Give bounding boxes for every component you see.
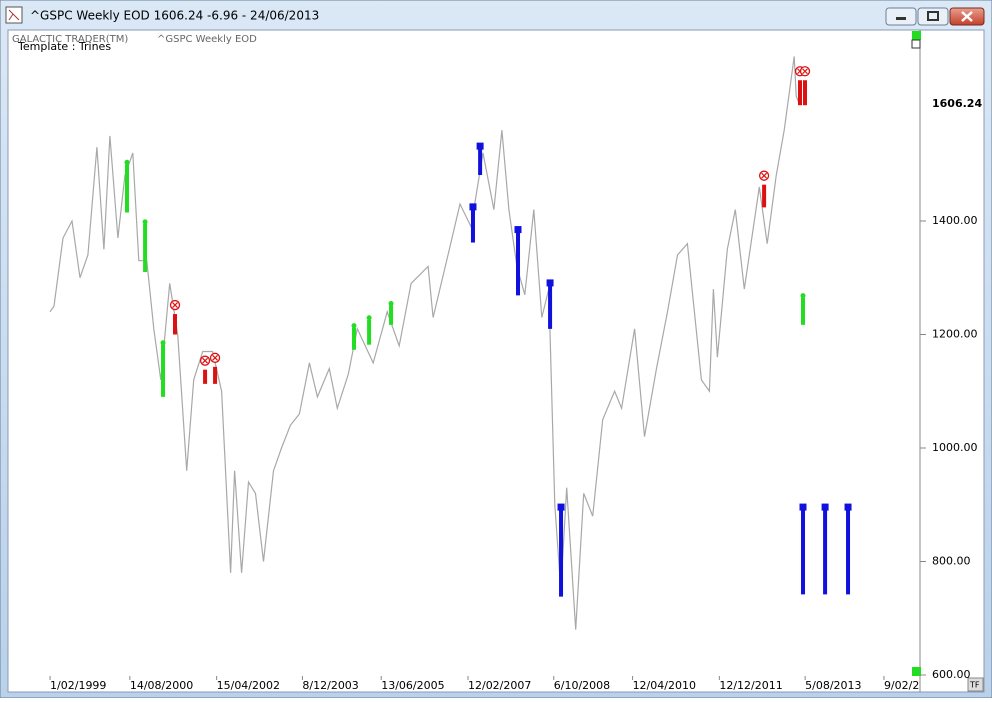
y-tick-label: 1000.00 xyxy=(932,441,978,454)
x-tick-label: 12/02/2007 xyxy=(468,679,531,692)
signal-dot xyxy=(388,301,394,307)
x-tick-label: 12/12/2011 xyxy=(719,679,782,692)
signal-dot xyxy=(142,219,148,225)
corner-indicator xyxy=(912,31,921,40)
signal-square xyxy=(799,503,807,511)
signal-square xyxy=(514,226,522,234)
window-title: ^GSPC Weekly EOD 1606.24 -6.96 - 24/06/2… xyxy=(30,9,319,23)
x-tick-label: 5/08/2013 xyxy=(805,679,861,692)
y-tick-label: 800.00 xyxy=(932,554,971,567)
y-tick-label: 1200.00 xyxy=(932,327,978,340)
signal-square xyxy=(476,142,484,150)
x-tick-label: 14/08/2000 xyxy=(130,679,193,692)
x-tick-label: 8/12/2003 xyxy=(302,679,358,692)
signal-dot xyxy=(160,340,166,346)
signal-square xyxy=(546,279,554,287)
close-glyph xyxy=(961,11,973,22)
chart-panel xyxy=(7,29,985,693)
signal-square xyxy=(469,203,477,211)
app-icon-glyph xyxy=(8,9,20,21)
minimize-button[interactable] xyxy=(885,7,917,26)
y-tick-label: 600.00 xyxy=(932,668,971,681)
x-tick-label: 12/04/2010 xyxy=(633,679,696,692)
maximize-button[interactable] xyxy=(917,7,949,26)
template-label: Template : Trines xyxy=(17,40,111,53)
minimize-glyph xyxy=(896,17,906,20)
corner-indicator xyxy=(912,667,921,676)
chart-subtitle: ^GSPC Weekly EOD xyxy=(157,34,257,45)
maximize-glyph xyxy=(927,11,939,21)
x-tick-label: 15/04/2002 xyxy=(217,679,280,692)
signal-dot xyxy=(800,293,806,299)
tf-button[interactable] xyxy=(967,677,984,692)
app-label: GALACTIC TRADER(TM) xyxy=(12,34,128,45)
signal-square xyxy=(557,503,565,511)
tf-button-label: TF xyxy=(969,681,980,690)
x-tick-label: 6/10/2008 xyxy=(554,679,610,692)
signal-dot xyxy=(366,315,372,321)
x-tick-label: 13/06/2005 xyxy=(381,679,444,692)
signal-cross-glyph xyxy=(761,172,768,179)
signal-square xyxy=(844,503,852,511)
signal-dot xyxy=(124,159,130,165)
x-tick-label: 9/02/2 xyxy=(884,679,919,692)
x-tick-label: 1/02/1999 xyxy=(50,679,106,692)
signal-square xyxy=(821,503,829,511)
y-tick-label: 1400.00 xyxy=(932,214,978,227)
signal-cross-glyph xyxy=(802,68,808,75)
signal-cross-glyph xyxy=(202,357,209,364)
panel-toggle[interactable] xyxy=(911,39,921,49)
signal-dot xyxy=(351,323,357,329)
signal-cross-glyph xyxy=(172,302,178,308)
signal-cross-glyph xyxy=(212,354,218,361)
plot-area xyxy=(49,56,852,630)
last-price-label: 1606.24 xyxy=(932,97,982,110)
axes: 600.00 800.00 1000.00 1200.00 1400.00 1/02/19… xyxy=(49,97,982,692)
price-line xyxy=(49,56,800,630)
